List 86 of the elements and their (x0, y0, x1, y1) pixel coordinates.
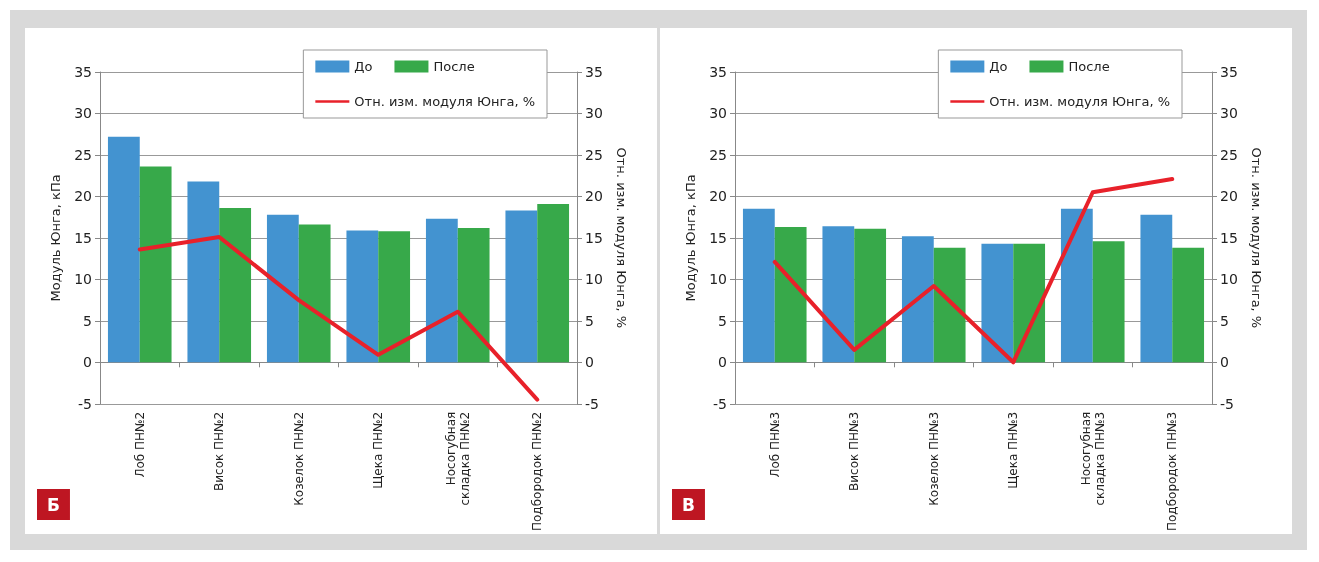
bar (901, 236, 934, 363)
bar (1060, 208, 1093, 363)
y2-tick-label: -5 (585, 395, 599, 412)
text: В (682, 494, 695, 515)
y-tick-label: 10 (74, 271, 92, 288)
x-tick-label: Висок ПН№3 (847, 411, 862, 491)
y2-tick-label: 30 (1220, 105, 1238, 122)
y-tick-label: 15 (74, 229, 92, 246)
x-tick-label: Козелок ПН№2 (291, 411, 306, 506)
legend-label: Отн. изм. модуля Юнга, % (354, 94, 535, 109)
y2-tick-label: 5 (585, 312, 594, 329)
y2-tick-label: -5 (1220, 395, 1234, 412)
y2-tick-label: 0 (585, 354, 594, 371)
x-tick-label: Щека ПН№3 (1006, 411, 1021, 489)
y2-tick-label: 20 (1220, 188, 1238, 205)
bar (822, 226, 855, 363)
x-tick-label: Носогубная складка ПН№2 (443, 411, 472, 506)
bar (378, 231, 411, 363)
y-tick-label: 25 (709, 146, 727, 163)
y-tick-label: 30 (709, 105, 727, 122)
y-tick-label: -5 (78, 395, 92, 412)
y-tick-label: 30 (74, 105, 92, 122)
y-tick-label: 10 (709, 271, 727, 288)
x-tick-label: Лоб ПН№3 (767, 411, 782, 478)
bar (187, 181, 220, 363)
y-axis-title: Модуль Юнга, кПа (683, 174, 698, 302)
x-tick-label: Козелок ПН№3 (926, 411, 941, 506)
y2-axis-title: Отн. изм. модуля Юнга, % (614, 147, 629, 329)
y-tick-label: 20 (74, 188, 92, 205)
line-series (137, 235, 540, 402)
bar (933, 247, 966, 363)
y2-tick-label: 15 (585, 229, 603, 246)
bar (981, 243, 1014, 363)
bar (346, 230, 379, 363)
bar (537, 203, 570, 363)
x-tick-label: Лоб ПН№2 (132, 411, 147, 478)
y-tick-label: 35 (709, 64, 727, 80)
bar (139, 166, 172, 363)
bar (298, 224, 331, 363)
legend-label: После (433, 59, 475, 74)
y2-tick-label: 15 (1220, 229, 1238, 246)
bar (505, 210, 538, 363)
text: Б (47, 494, 60, 515)
y2-tick-label: 20 (585, 188, 603, 205)
bar (425, 218, 458, 363)
y-tick-label: 5 (718, 312, 727, 329)
y-tick-label: 5 (83, 312, 92, 329)
bar (219, 208, 252, 363)
bar (107, 136, 140, 363)
y-tick-label: 35 (74, 64, 92, 80)
y2-tick-label: 30 (585, 105, 603, 122)
y2-tick-label: 35 (1220, 64, 1238, 80)
x-tick-label: Носогубная складка ПН№3 (1078, 411, 1107, 506)
y-tick-label: -5 (713, 395, 727, 412)
y2-axis-title: Отн. изм. модуля Юнга, % (1249, 147, 1264, 329)
y-axis-title: Модуль Юнга, кПа (48, 174, 63, 302)
legend-label: Отн. изм. модуля Юнга, % (989, 94, 1170, 109)
y2-tick-label: 25 (1220, 146, 1238, 163)
x-tick-label: Подбородок ПН№3 (1165, 411, 1180, 532)
bar (854, 228, 887, 363)
y2-tick-label: 10 (585, 271, 603, 288)
y2-tick-label: 0 (1220, 354, 1229, 371)
bar (1013, 243, 1046, 363)
x-tick-label: Висок ПН№2 (212, 411, 227, 491)
bar (1140, 214, 1173, 363)
y2-tick-label: 35 (585, 64, 603, 80)
legend-label: До (354, 59, 373, 74)
y2-tick-label: 5 (1220, 312, 1229, 329)
bar (774, 227, 807, 363)
bar (457, 227, 490, 363)
x-tick-label: Подбородок ПН№2 (530, 411, 545, 532)
y2-tick-label: 25 (585, 146, 603, 163)
y-tick-label: 15 (709, 229, 727, 246)
line-series (772, 177, 1175, 365)
bar (742, 208, 775, 363)
legend-label: До (989, 59, 1008, 74)
bar (1092, 241, 1125, 363)
y-tick-label: 0 (83, 354, 92, 371)
y-tick-label: 20 (709, 188, 727, 205)
y-tick-label: 0 (718, 354, 727, 371)
y2-tick-label: 10 (1220, 271, 1238, 288)
x-tick-label: Щека ПН№2 (371, 411, 386, 489)
bar (266, 214, 299, 363)
y-tick-label: 25 (74, 146, 92, 163)
bar (1172, 247, 1205, 363)
legend-label: После (1068, 59, 1110, 74)
